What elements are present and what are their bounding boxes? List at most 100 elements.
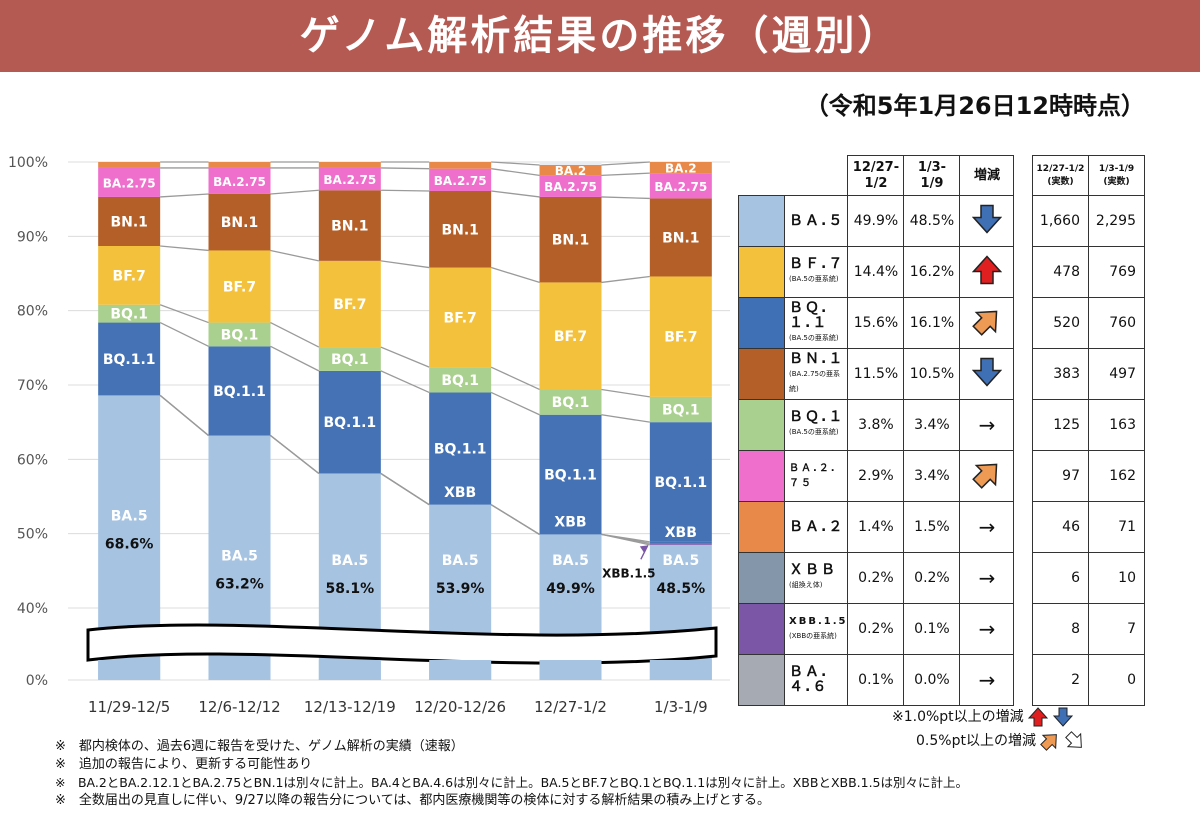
header-period-1: 12/27- 1/2: [847, 155, 905, 196]
share-period-2: 16.1%: [903, 297, 961, 349]
variant-row: ＢＱ.１ (BA.5の亜系統) 3.8% 3.4% →: [738, 399, 1015, 451]
footnotes: ※ 都内検体の、過去6週に報告を受けた、ゲノム解析の実績（速報） ※ 追加の報告…: [55, 738, 968, 810]
bar-segment-label: BA.2.75: [323, 173, 376, 187]
bar-segment: [649, 173, 712, 199]
as-of-date: （令和5年1月26日12時時点）: [804, 92, 1145, 120]
trend-cell: [959, 297, 1015, 349]
count-period-2: 2,295: [1088, 195, 1145, 247]
connector-line: [491, 161, 540, 166]
bar-base-segment: [429, 660, 492, 680]
connector-line: [491, 190, 540, 198]
bar-segment: [649, 543, 712, 545]
variant-name-cell: ＢＡ.５: [783, 195, 849, 247]
bar-segment: [649, 541, 712, 544]
x-tick-label: 11/29-12/5: [88, 698, 170, 716]
bar-segment-label: BQ.1.1: [434, 442, 487, 458]
bar-segment: [208, 250, 271, 323]
bar-segment-label: BF.7: [444, 310, 477, 326]
variant-name: ＢＮ.１: [789, 350, 845, 367]
bar-segment-label: BN.1: [552, 233, 589, 249]
share-period-1: 15.6%: [847, 297, 905, 349]
y-tick-label: 100%: [8, 155, 48, 171]
ba5-percent-label: 58.1%: [326, 581, 375, 597]
bar-segment: [429, 392, 492, 505]
bar-segment-label: BF.7: [333, 297, 366, 313]
connector-line: [490, 504, 540, 535]
ba5-percent-label: 48.5%: [657, 581, 706, 597]
header-count-2: 1/3-1/9 (実数): [1088, 155, 1145, 196]
bar-segment: [208, 162, 271, 168]
legend-strong: ※1.0%pt以上の増減: [892, 706, 1073, 727]
ba5-label: BA.5: [331, 553, 368, 569]
count-period-1: 46: [1032, 501, 1089, 553]
bar-segment-label: BA.2.75: [544, 180, 597, 194]
variant-name-cell: ＢＡ.４.６: [783, 654, 849, 706]
connector-line: [159, 321, 209, 347]
bar-segment: [539, 282, 602, 390]
page-title-banner: ゲノム解析結果の推移（週別）: [0, 0, 1200, 72]
variant-count-table: 12/27-1/2 (実数) 1/3-1/9 (実数) 1,660 2,295 47…: [1032, 155, 1145, 706]
connector-line: [380, 370, 430, 394]
bar-segment-label: BA.2.75: [434, 174, 487, 188]
trend-flat-arrow: →: [978, 413, 996, 437]
variant-name: ＢＱ.１.１: [789, 299, 829, 331]
bar-base-segment: [208, 660, 271, 680]
footnote-1: ※ 都内検体の、過去6週に報告を受けた、ゲノム解析の実績（速報）: [55, 739, 464, 754]
connector-line: [490, 391, 540, 416]
arrow-diag-up-orange-icon: [972, 310, 998, 336]
connector-line: [270, 321, 320, 348]
arrow-diag-up-orange-icon: [1040, 734, 1058, 751]
arrow-up-red-icon: [1028, 707, 1049, 727]
bar-segment-label: BQ.1: [552, 395, 590, 411]
share-period-1: 49.9%: [847, 195, 905, 247]
bar-segment: [98, 304, 161, 323]
connector-line: [270, 435, 320, 474]
connector-line: [490, 366, 540, 391]
bar-segment-label: BQ.1.1: [654, 475, 707, 491]
header-change-label: 増減: [973, 167, 1000, 183]
variant-name-cell: ＸＢＢ (組換え体): [783, 552, 849, 604]
trend-flat-arrow: →: [978, 668, 996, 692]
trend-flat-arrow: →: [978, 617, 996, 641]
share-period-2: 3.4%: [903, 399, 961, 451]
footnote-4: ※ 全数届出の見直しに伴い、9/27以降の報告分については、都内医療機関等の検体…: [55, 793, 771, 808]
bar-segment: [98, 322, 161, 396]
variant-row: ＢＱ.１.１ (BA.5の亜系統) 15.6% 16.1%: [738, 297, 1015, 349]
bar-segment-label: BQ.1.1: [323, 415, 376, 431]
x-tick-label: 12/6-12/12: [198, 698, 280, 716]
bar-segment-label: BA.2.75: [213, 175, 266, 189]
header-count-1-label: 12/27-1/2 (実数): [1036, 163, 1085, 187]
connector-line: [490, 266, 540, 284]
count-period-1: 97: [1032, 450, 1089, 502]
bar-segment: [208, 346, 271, 436]
bar-segment-label: BA.2: [665, 162, 697, 176]
header-count-1: 12/27-1/2 (実数): [1032, 155, 1089, 196]
xbb-label: XBB: [554, 515, 586, 531]
bar-segment-other: [539, 162, 602, 165]
connector-line: [159, 394, 209, 437]
arrow-diag-down-white-icon: [1064, 731, 1082, 748]
connector-line: [270, 345, 320, 372]
connector-line: [601, 388, 650, 398]
xbb15-annotation-label: XBB.1.5: [602, 566, 655, 580]
variant-name: ＢＱ.１: [789, 409, 845, 425]
trend-cell: [959, 450, 1015, 502]
variant-lineage-note: (BA.5の亜系統): [789, 428, 839, 436]
trend-cell: →: [959, 501, 1015, 553]
share-period-2: 48.5%: [903, 195, 961, 247]
variant-color-swatch: [738, 501, 785, 553]
header-period-1-label: 12/27- 1/2: [852, 159, 900, 191]
share-period-2: 10.5%: [903, 348, 961, 400]
bar-segment-label: BQ.1.1: [213, 384, 266, 400]
trend-cell: →: [959, 552, 1015, 604]
variant-name-cell: ＢＡ.２: [783, 501, 849, 553]
bar-segment-label: BN.1: [110, 214, 147, 230]
bar-segment: [649, 198, 712, 277]
count-row: 46 71: [1032, 501, 1145, 553]
connector-line: [380, 167, 430, 170]
bar-segment-label: BA.2: [555, 164, 587, 178]
bar-segment: [649, 422, 712, 542]
y-tick-label: 60%: [17, 452, 48, 468]
count-row: 125 163: [1032, 399, 1145, 451]
variant-name-cell: ＢＱ.１ (BA.5の亜系統): [783, 399, 849, 451]
